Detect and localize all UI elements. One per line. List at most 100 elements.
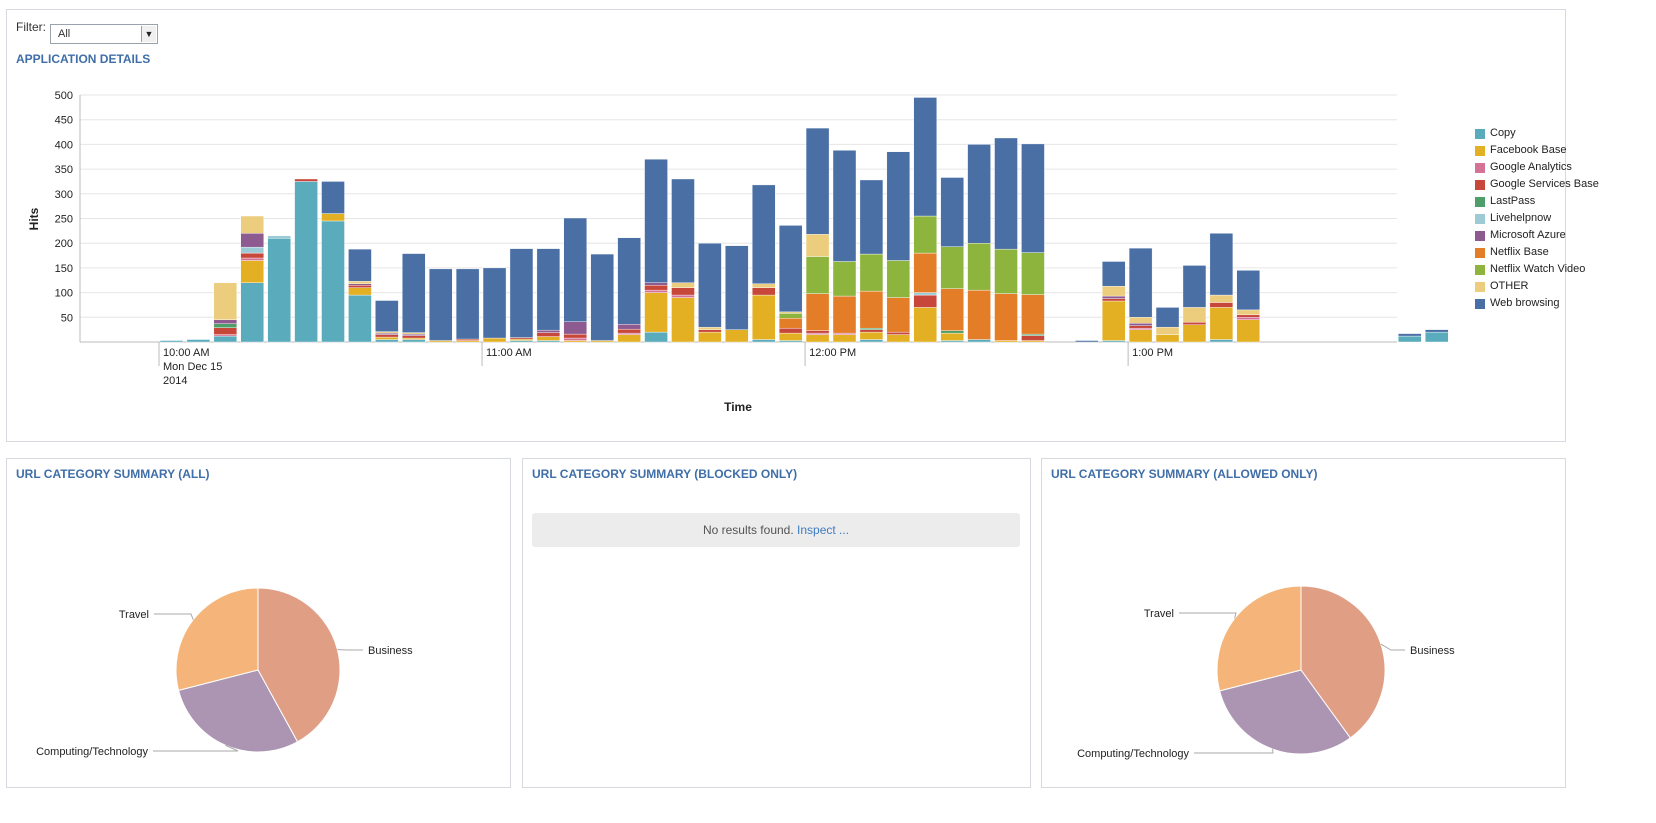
bar-segment-google-services-base[interactable] [1021,335,1045,341]
bar-segment-other[interactable] [698,326,722,330]
bar-segment-web-browsing[interactable] [509,248,534,338]
bar-segment-netflix-base[interactable] [913,252,937,293]
bar-segment-netflix-base[interactable] [805,293,830,331]
bar-segment-google-services-base[interactable] [644,284,668,291]
bar-segment-google-analytics[interactable] [671,294,695,298]
bar-segment-facebook-base[interactable] [913,307,937,343]
bar-segment-web-browsing[interactable] [429,268,453,341]
bar-segment-facebook-base[interactable] [805,334,830,343]
bar-segment-facebook-base[interactable] [455,340,480,343]
bar-segment-facebook-base[interactable] [429,340,453,343]
bar-segment-copy[interactable] [375,339,399,343]
legend-item[interactable]: Facebook Base [1475,144,1566,156]
bar-segment-microsoft-azure[interactable] [402,333,426,336]
bar-segment-other[interactable] [1209,294,1234,303]
bar-segment-facebook-base[interactable] [698,331,722,343]
bar-segment-google-services-base[interactable] [294,178,318,182]
bar-segment-livehelpnow[interactable] [267,235,291,239]
bar-segment-netflix-base[interactable] [994,293,1018,341]
filter-select[interactable]: All ▼ [50,24,158,44]
inspect-link[interactable]: Inspect ... [797,523,850,537]
bar-segment-other[interactable] [240,215,264,234]
bar-segment-microsoft-azure[interactable] [617,324,641,330]
bar-segment-facebook-base[interactable] [778,332,803,341]
bar-segment-netflix-base[interactable] [859,290,884,329]
bar-segment-copy[interactable] [1398,335,1422,343]
bar-segment-google-services-base[interactable] [752,287,776,296]
bar-segment-google-services-base[interactable] [1209,302,1234,308]
bar-segment-microsoft-azure[interactable] [348,283,372,286]
bar-segment-microsoft-azure[interactable] [240,233,264,248]
bar-segment-google-services-base[interactable] [536,332,561,337]
bar-segment-facebook-base[interactable] [725,329,749,343]
bar-segment-google-analytics[interactable] [644,289,668,293]
legend-item[interactable]: Copy [1475,127,1516,139]
legend-item[interactable]: Microsoft Azure [1475,229,1566,241]
bar-segment-facebook-base[interactable] [348,287,372,296]
bar-segment-copy[interactable] [1101,340,1126,343]
bar-segment-google-services-base[interactable] [1236,314,1261,318]
bar-segment-copy[interactable] [752,339,776,343]
bar-segment-web-browsing[interactable] [1075,340,1099,343]
bar-segment-google-analytics[interactable] [240,257,264,261]
bar-segment-copy[interactable] [859,339,884,343]
bar-segment-other[interactable] [1101,285,1126,297]
legend-item[interactable]: Netflix Base [1475,246,1549,258]
bar-segment-web-browsing[interactable] [859,179,884,255]
pie-slice-business[interactable] [257,587,341,743]
chevron-down-icon[interactable]: ▼ [141,26,156,42]
bar-segment-google-services-base[interactable] [805,330,830,334]
bar-segment-facebook-base[interactable] [536,336,561,341]
bar-segment-web-browsing[interactable] [913,97,937,217]
bar-segment-google-services-base[interactable] [455,338,480,341]
bar-segment-web-browsing[interactable] [805,127,830,235]
bar-segment-netflix-watch-video[interactable] [940,246,964,289]
bar-segment-web-browsing[interactable] [1182,265,1207,308]
bar-segment-google-analytics[interactable] [1236,317,1261,320]
bar-segment-facebook-base[interactable] [1155,334,1180,343]
bar-segment-google-analytics[interactable] [563,337,587,341]
bar-segment-web-browsing[interactable] [455,268,480,340]
bar-segment-web-browsing[interactable] [832,150,857,262]
bar-segment-copy[interactable] [1425,331,1449,343]
bar-segment-web-browsing[interactable] [1155,307,1180,328]
bar-segment-netflix-base[interactable] [1021,294,1045,335]
bar-segment-web-browsing[interactable] [886,151,911,261]
bar-segment-netflix-base[interactable] [967,289,991,340]
bar-segment-web-browsing[interactable] [1128,247,1153,318]
bar-segment-google-services-base[interactable] [617,328,641,334]
legend-item[interactable]: Google Analytics [1475,161,1572,173]
legend-item[interactable]: Google Services Base [1475,178,1599,190]
bar-segment-google-services-base[interactable] [698,329,722,333]
bar-segment-facebook-base[interactable] [617,334,641,343]
bar-segment-other[interactable] [348,281,372,284]
bar-segment-netflix-watch-video[interactable] [967,242,991,291]
bar-segment-microsoft-azure[interactable] [1128,323,1153,326]
bar-segment-facebook-base[interactable] [563,340,587,343]
pie-slice-travel[interactable] [1216,585,1302,692]
bar-segment-copy[interactable] [294,181,318,343]
bar-segment-other[interactable] [402,332,426,335]
bar-segment-web-browsing[interactable] [1101,261,1126,287]
bar-segment-copy[interactable] [186,339,211,343]
bar-segment-google-services-base[interactable] [1128,325,1153,329]
bar-segment-google-services-base[interactable] [375,334,399,338]
bar-segment-netflix-watch-video[interactable] [994,248,1018,294]
bar-segment-web-browsing[interactable] [617,237,641,325]
bar-segment-google-services-base[interactable] [402,335,426,339]
bar-segment-netflix-base[interactable] [940,288,964,331]
bar-segment-facebook-base[interactable] [859,331,884,340]
bar-segment-web-browsing[interactable] [1398,333,1422,337]
bar-segment-copy[interactable] [159,340,184,343]
bar-segment-facebook-base[interactable] [1236,319,1261,343]
legend-item[interactable]: LastPass [1475,195,1535,207]
bar-segment-other[interactable] [778,311,803,314]
bar-segment-copy[interactable] [402,339,426,343]
bar-segment-web-browsing[interactable] [994,137,1018,250]
bar-segment-copy[interactable] [321,220,345,343]
bar-segment-web-browsing[interactable] [482,267,507,339]
bar-segment-microsoft-azure[interactable] [536,329,561,333]
bar-segment-web-browsing[interactable] [321,181,345,214]
bar-segment-google-services-base[interactable] [1182,322,1207,325]
bar-segment-copy[interactable] [644,331,668,343]
